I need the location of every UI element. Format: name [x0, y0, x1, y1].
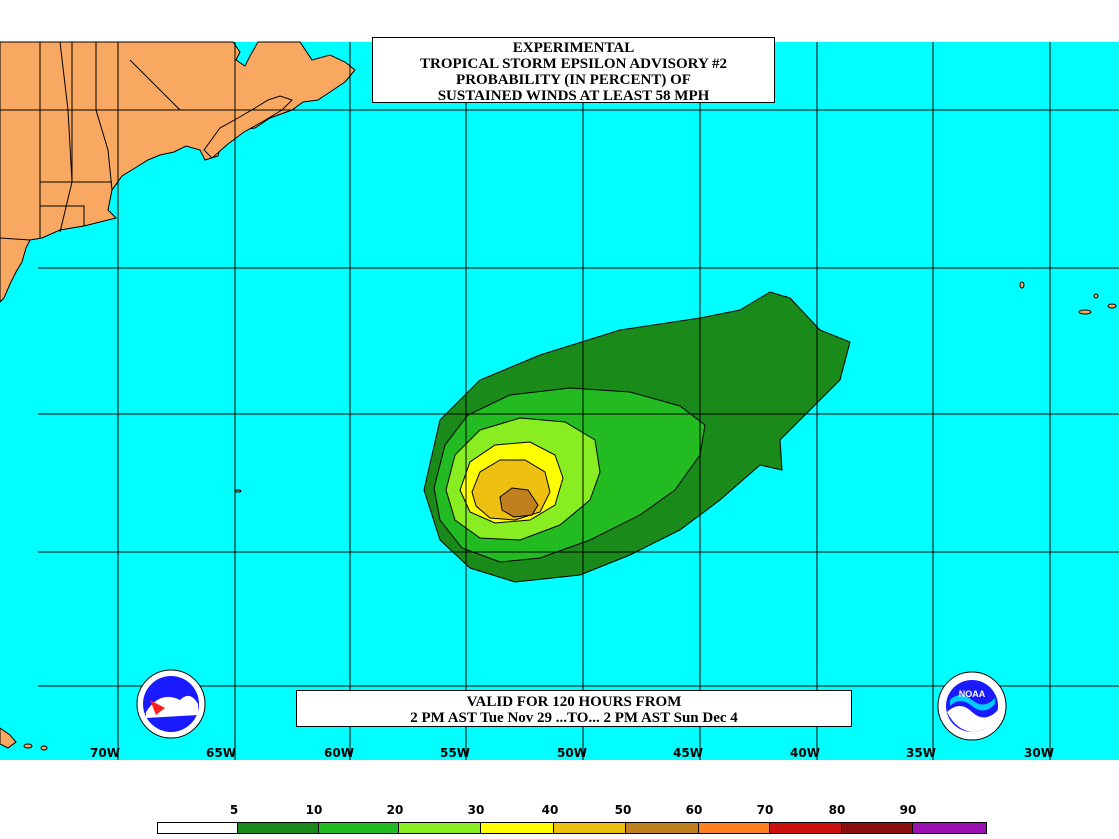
lon-label-35w: 35W: [906, 746, 936, 760]
legend-label-10: 10: [305, 803, 323, 817]
lon-label-40w: 40W: [790, 746, 820, 760]
title-line-3: PROBABILITY (IN PERCENT) OF: [456, 72, 691, 88]
title-line-2: TROPICAL STORM EPSILON ADVISORY #2: [419, 56, 728, 72]
legend-label-20: 20: [386, 803, 404, 817]
azores-islands: [1019, 281, 1117, 315]
caribbean-islands: [0, 489, 242, 751]
legend-label-50: 50: [614, 803, 632, 817]
legend-cell-5-10: [238, 823, 319, 833]
legend-label-70: 70: [756, 803, 774, 817]
legend-label-90: 90: [899, 803, 917, 817]
title-box: EXPERIMENTAL TROPICAL STORM EPSILON ADVI…: [372, 37, 775, 104]
title-line-1: EXPERIMENTAL: [512, 40, 635, 56]
lon-label-45w: 45W: [673, 746, 703, 760]
lon-label-55w: 55W: [440, 746, 470, 760]
valid-line-2: 2 PM AST Tue Nov 29 ...TO... 2 PM AST Su…: [410, 710, 738, 726]
legend-cell-10-20: [319, 823, 399, 833]
nova-scotia-land: [203, 95, 293, 159]
legend-cell-70-80: [770, 823, 842, 833]
legend-label-5: 5: [229, 803, 239, 817]
lon-label-60w: 60W: [324, 746, 354, 760]
title-line-4: SUSTAINED WINDS AT LEAST 58 MPH: [437, 88, 710, 104]
legend-color-bar: [157, 822, 987, 834]
nws-logo: [136, 669, 206, 739]
legend-label-60: 60: [685, 803, 703, 817]
lon-label-65w: 65W: [206, 746, 236, 760]
legend-label-30: 30: [467, 803, 485, 817]
legend-cell-20-30: [399, 823, 481, 833]
legend-label-80: 80: [828, 803, 846, 817]
legend-cell-50-60: [626, 823, 699, 833]
lon-label-70w: 70W: [90, 746, 120, 760]
legend-cell-80-90: [842, 823, 913, 833]
legend-cell-60-70: [699, 823, 770, 833]
lon-label-30w: 30W: [1024, 746, 1054, 760]
graticule: [38, 42, 1119, 760]
noaa-logo-text: NOAA: [959, 689, 986, 699]
legend-cell-30-40: [481, 823, 554, 833]
legend-cell-40-50: [554, 823, 626, 833]
valid-line-1: VALID FOR 120 HOURS FROM: [466, 694, 682, 710]
valid-period-box: VALID FOR 120 HOURS FROM 2 PM AST Tue No…: [296, 690, 852, 727]
lon-label-50w: 50W: [557, 746, 587, 760]
state-borders: [0, 41, 181, 241]
band-50-60: [499, 487, 539, 518]
legend-cell-0-5: [158, 823, 238, 833]
legend-label-40: 40: [541, 803, 559, 817]
noaa-logo: NOAA: [937, 671, 1007, 741]
legend-cell-90-100: [913, 823, 986, 833]
